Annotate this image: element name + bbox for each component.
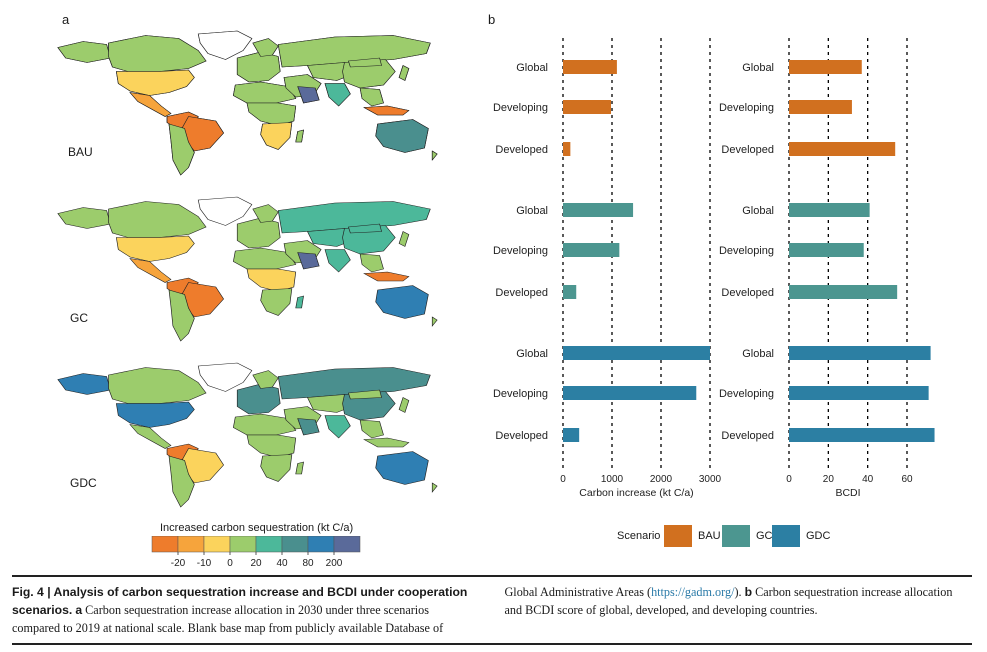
legend-tick-label-1: -10: [197, 558, 212, 569]
panel-b-letter: b: [488, 12, 496, 27]
scenario-swatch-bau: [664, 525, 692, 547]
x-axis-title-1: BCDI: [835, 487, 860, 499]
bar-panel-1: 0 20 40 60 BCDI Global Developing Developed Glob…: [719, 38, 935, 499]
caption-left-column: Fig. 4 | Analysis of carbon sequestratio…: [12, 583, 967, 639]
panel-a-letter: a: [62, 12, 70, 27]
category-label-0-5: Developed: [495, 287, 548, 299]
legend-title: Increased carbon sequestration (kt C/a): [160, 522, 354, 534]
caption-gadm-link[interactable]: https://gadm.org/: [651, 585, 735, 599]
scenario-label-gdc: GDC: [806, 530, 831, 542]
bar-1-gdc-developed: [789, 428, 935, 442]
bar-0-bau-developed: [563, 142, 571, 156]
legend-tick-label-4: 40: [276, 558, 288, 569]
caption-b-text: Carbon sequestration increase allocation…: [504, 585, 953, 617]
caption-b-letter: b: [744, 585, 753, 599]
bar-1-gdc-developing: [789, 386, 929, 400]
bar-0-bau-global: [563, 60, 617, 74]
map-label-gc: GC: [68, 311, 90, 325]
x-tick-label-0-3: 3000: [699, 474, 722, 485]
legend-tick-label-3: 20: [250, 558, 262, 569]
legend-swatch-0: [151, 536, 179, 553]
legend-tick-label-5: 80: [302, 558, 314, 569]
x-axis-title-0: Carbon increase (kt C/a): [579, 487, 693, 499]
legend-tick-label-6: 200: [326, 558, 343, 569]
caption-a-letter: a: [75, 603, 83, 617]
bar-0-gdc-developing: [563, 386, 697, 400]
legend-swatch-7: [333, 536, 361, 553]
category-label-1-8: Developed: [721, 430, 774, 442]
category-label-0-7: Developing: [493, 388, 548, 400]
x-tick-label-0-1: 1000: [601, 474, 624, 485]
x-tick-label-1-3: 60: [901, 474, 913, 485]
x-tick-label-0-0: 0: [560, 474, 566, 485]
bar-panel-0: 0 1000 2000 3000 Carbon increase (kt C/a) Glo…: [493, 38, 722, 499]
caption-after-link: ).: [734, 585, 742, 599]
category-label-1-6: Global: [742, 348, 774, 360]
bar-1-gc-developed: [789, 285, 898, 299]
legend-swatch-5: [281, 536, 309, 553]
category-label-0-6: Global: [516, 348, 548, 360]
map-gdc: [52, 360, 442, 510]
bar-0-gdc-global: [563, 346, 710, 360]
bar-1-gc-developing: [789, 243, 864, 257]
scenario-swatch-gdc: [772, 525, 800, 547]
bar-0-gc-developing: [563, 243, 620, 257]
bar-0-gdc-developed: [563, 428, 580, 442]
x-tick-label-0-2: 2000: [650, 474, 673, 485]
scenario-label-gc: GC: [756, 530, 773, 542]
category-label-0-3: Global: [516, 205, 548, 217]
x-tick-label-1-2: 40: [862, 474, 874, 485]
scenario-label-bau: BAU: [698, 530, 721, 542]
category-label-1-1: Developing: [719, 102, 774, 114]
category-label-0-4: Developing: [493, 245, 548, 257]
legend-swatch-3: [229, 536, 257, 553]
scenario-swatch-gc: [722, 525, 750, 547]
legend-tick-label-0: -20: [171, 558, 186, 569]
category-label-0-1: Developing: [493, 102, 548, 114]
scenario-legend-title: Scenario: [617, 530, 661, 542]
bar-1-bau-developing: [789, 100, 852, 114]
x-tick-label-1-1: 20: [823, 474, 835, 485]
bar-1-bau-global: [789, 60, 862, 74]
world-map-bau-svg: [57, 30, 438, 176]
caption-a-text: Carbon sequestration increase allocation…: [12, 585, 652, 635]
caption-top-rule: [12, 575, 972, 577]
bar-1-gc-global: [789, 203, 870, 217]
map-bau: [52, 28, 442, 178]
map-gc: [52, 194, 442, 344]
map-label-gdc: GDC: [68, 476, 99, 490]
category-label-1-3: Global: [742, 205, 774, 217]
category-label-1-5: Developed: [721, 287, 774, 299]
bar-0-bau-developing: [563, 100, 612, 114]
bar-1-gdc-global: [789, 346, 931, 360]
caption-bottom-rule: [12, 643, 972, 645]
x-tick-label-1-0: 0: [786, 474, 792, 485]
category-label-1-0: Global: [742, 62, 774, 74]
caption-figure-label: Fig. 4 | Analysis of carbon sequestratio…: [12, 585, 468, 617]
legend-tick-label-2: 0: [227, 558, 233, 569]
legend-swatch-6: [307, 536, 335, 553]
category-label-1-4: Developing: [719, 245, 774, 257]
category-label-0-8: Developed: [495, 430, 548, 442]
legend-swatch-2: [203, 536, 231, 553]
category-label-1-2: Developed: [721, 144, 774, 156]
world-map-gdc-svg: [57, 362, 438, 508]
legend-swatch-1: [177, 536, 205, 553]
category-label-0-0: Global: [516, 62, 548, 74]
world-map-gc-svg: [57, 196, 438, 342]
map-label-bau: BAU: [66, 145, 95, 159]
legend-swatch-4: [255, 536, 283, 553]
category-label-1-7: Developing: [719, 388, 774, 400]
panel-b-chart: 0 1000 2000 3000 Carbon increase (kt C/a) Glo…: [493, 38, 935, 499]
color-legend: -20 -10 0 20 40 80 200: [151, 536, 361, 569]
bar-1-bau-developed: [789, 142, 896, 156]
category-label-0-2: Developed: [495, 144, 548, 156]
bar-0-gc-developed: [563, 285, 577, 299]
bar-0-gc-global: [563, 203, 634, 217]
